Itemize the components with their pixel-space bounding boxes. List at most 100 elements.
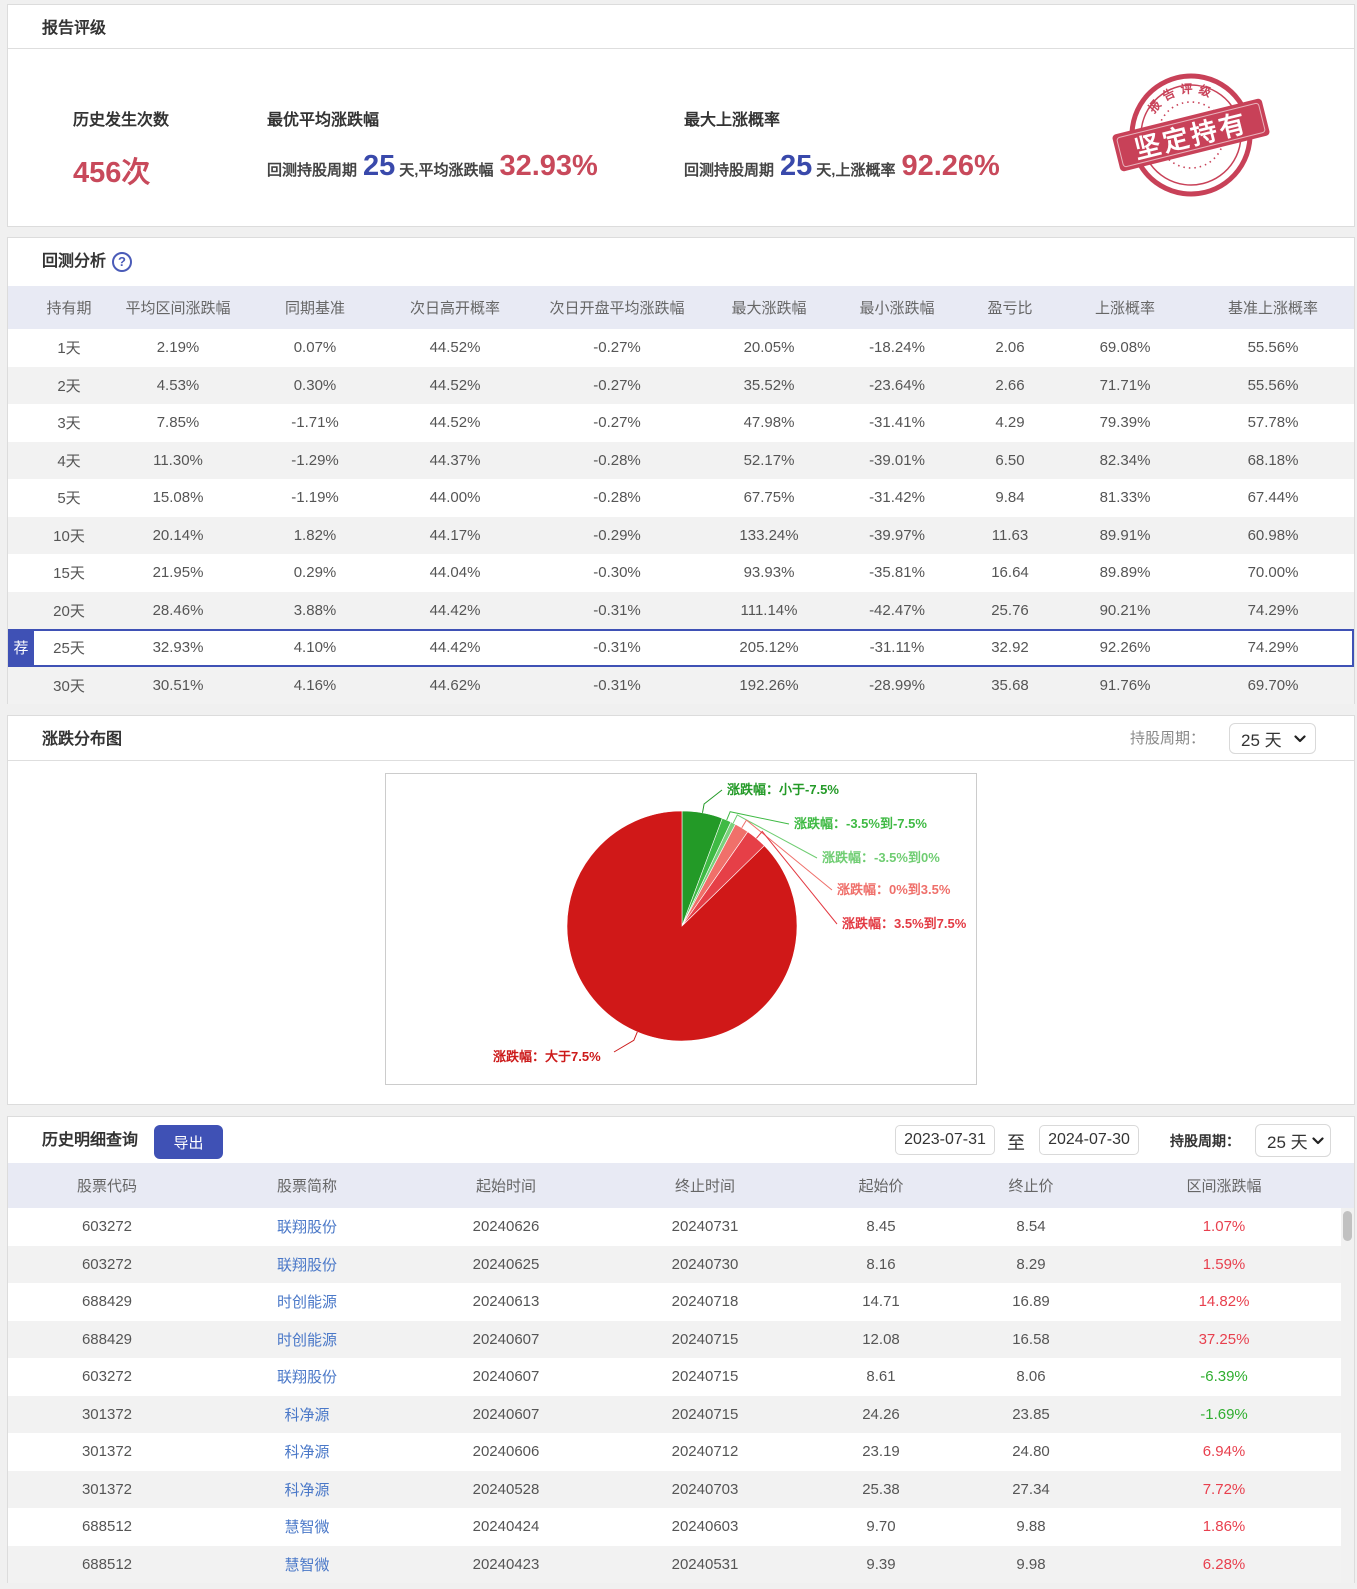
cell-start-date: 20240424 <box>472 1518 540 1536</box>
period-label: 持股周期： <box>1130 730 1206 747</box>
table-row[interactable]: 荐 3天 7.85% -1.71% 44.52% -0.27% 47.98% -… <box>8 404 1354 442</box>
table-row[interactable]: 荐 15天 21.95% 0.29% 44.04% -0.30% 93.93% … <box>8 554 1354 592</box>
cell-benchmark: -1.29% <box>291 451 339 469</box>
cell-start-price: 25.38 <box>862 1480 900 1498</box>
cell-profit-loss-ratio: 2.66 <box>995 376 1025 394</box>
cell-start-date: 20240607 <box>472 1368 540 1386</box>
cell-benchmark: -1.71% <box>291 414 339 432</box>
cell-benchmark-up-prob: 57.78% <box>1247 414 1299 432</box>
cell-stock-code: 688429 <box>81 1293 133 1311</box>
cell-next-open-avg-change: -0.31% <box>593 676 641 694</box>
table-row: 301372 科净源 20240528 20240703 25.38 27.34… <box>8 1470 1342 1508</box>
cell-next-open-up-prob: 44.42% <box>429 601 481 619</box>
cell-end-date: 20240731 <box>671 1218 739 1236</box>
cell-change: 1.07% <box>1202 1218 1246 1236</box>
cell-start-price: 9.39 <box>866 1555 896 1573</box>
table-row: 301372 科净源 20240606 20240712 23.19 24.80… <box>8 1433 1342 1471</box>
question-circle-icon[interactable]: ? <box>112 252 132 272</box>
cell-next-open-avg-change: -0.28% <box>593 489 641 507</box>
best-avg-change-line: 回测持股周期 25 天,平均涨跌幅 32.93% <box>267 150 598 190</box>
cell-up-prob: 92.26% <box>1099 639 1151 657</box>
column-header: 股票简称 <box>276 1178 337 1195</box>
table-row[interactable]: 荐 2天 4.53% 0.30% 44.52% -0.27% 35.52% -2… <box>8 366 1354 404</box>
table-row[interactable]: 荐 20天 28.46% 3.88% 44.42% -0.31% 111.14%… <box>8 591 1354 629</box>
cell-benchmark: 3.88% <box>293 601 337 619</box>
stock-name-link[interactable]: 联翔股份 <box>276 1219 337 1237</box>
cell-avg-change: 2.19% <box>156 339 200 357</box>
cell-benchmark-up-prob: 60.98% <box>1247 526 1299 544</box>
stock-name-link[interactable]: 联翔股份 <box>276 1369 337 1387</box>
stock-name-link[interactable]: 时创能源 <box>276 1331 337 1349</box>
cell-next-open-up-prob: 44.37% <box>429 451 481 469</box>
backtest-table-header: 持有期 平均区间涨跌幅 同期基准 次日高开概率 次日开盘平均涨跌幅 最大涨跌幅 最小涨跌幅 盈… <box>8 286 1354 329</box>
stock-name-link[interactable]: 慧智微 <box>284 1519 330 1537</box>
table-row: 688512 慧智微 20240423 20240531 9.39 9.98 6… <box>8 1545 1342 1583</box>
pie-leader-line <box>756 830 838 925</box>
cell-period: 25天 <box>53 640 85 658</box>
table-row[interactable]: 荐 5天 15.08% -1.19% 44.00% -0.28% 67.75% … <box>8 479 1354 517</box>
backtest-table-body: 荐 1天 2.19% 0.07% 44.52% -0.27% 20.05% -1… <box>8 329 1354 704</box>
cell-start-date: 20240607 <box>472 1330 540 1348</box>
period-select[interactable]: 25 天 <box>1229 723 1316 754</box>
stock-name-link[interactable]: 慧智微 <box>284 1556 330 1574</box>
scrollbar-thumb[interactable] <box>1343 1211 1352 1241</box>
history-period-label: 持股周期： <box>1170 1133 1240 1149</box>
table-row[interactable]: 荐 10天 20.14% 1.82% 44.17% -0.29% 133.24%… <box>8 516 1354 554</box>
history-table-header: 股票代码 股票简称 起始时间 终止时间 起始价 终止价 区间涨跌幅 <box>8 1163 1354 1208</box>
column-header: 起始价 <box>858 1178 904 1195</box>
stock-name-link[interactable]: 联翔股份 <box>276 1256 337 1274</box>
table-row[interactable]: 荐 25天 32.93% 4.10% 44.42% -0.31% 205.12%… <box>8 629 1354 667</box>
column-header: 次日高开概率 <box>409 300 500 317</box>
cell-stock-code: 603272 <box>81 1368 133 1386</box>
cell-stock-code: 603272 <box>81 1255 133 1273</box>
cell-avg-change: 30.51% <box>152 676 204 694</box>
cell-next-open-avg-change: -0.31% <box>593 601 641 619</box>
stock-name-link[interactable]: 科净源 <box>284 1444 330 1462</box>
cell-max-change: 111.14% <box>740 601 798 619</box>
chevron-down-icon <box>1294 734 1306 742</box>
stock-name-link[interactable]: 时创能源 <box>276 1294 337 1312</box>
cell-next-open-avg-change: -0.29% <box>593 526 641 544</box>
cell-period: 5天 <box>57 490 81 508</box>
cell-min-change: -23.64% <box>869 376 925 394</box>
cell-benchmark-up-prob: 67.44% <box>1247 489 1299 507</box>
column-header: 平均区间涨跌幅 <box>125 300 231 317</box>
cell-period: 1天 <box>57 340 81 358</box>
cell-min-change: -35.81% <box>869 564 925 582</box>
history-period-select[interactable]: 25 天 <box>1255 1124 1331 1157</box>
export-button[interactable]: 导出 <box>154 1125 223 1159</box>
pie-slice[interactable] <box>566 810 798 1042</box>
cell-start-date: 20240613 <box>472 1293 540 1311</box>
cell-end-price: 16.58 <box>1012 1330 1050 1348</box>
cell-end-price: 24.80 <box>1012 1443 1050 1461</box>
table-row[interactable]: 荐 4天 11.30% -1.29% 44.37% -0.28% 52.17% … <box>8 441 1354 479</box>
cell-avg-change: 21.95% <box>152 564 204 582</box>
pie-label: 涨跌幅：0%到3.5% <box>837 882 951 897</box>
history-scrollbar[interactable] <box>1341 1208 1354 1583</box>
cell-next-open-avg-change: -0.27% <box>593 339 641 357</box>
cell-end-date: 20240715 <box>671 1405 739 1423</box>
column-header: 股票代码 <box>76 1178 137 1195</box>
best-avg-value: 32.93% <box>499 150 598 182</box>
cell-max-change: 192.26% <box>739 676 799 694</box>
stock-name-link[interactable]: 科净源 <box>284 1406 330 1424</box>
stock-name-link[interactable]: 科净源 <box>284 1481 330 1499</box>
column-header: 上涨概率 <box>1094 300 1155 317</box>
cell-stock-code: 301372 <box>81 1443 133 1461</box>
max-up-value: 92.26% <box>901 150 1000 182</box>
cell-max-change: 205.12% <box>739 639 799 657</box>
table-row[interactable]: 荐 1天 2.19% 0.07% 44.52% -0.27% 20.05% -1… <box>8 329 1354 367</box>
cell-benchmark-up-prob: 55.56% <box>1247 376 1299 394</box>
cell-avg-change: 4.53% <box>156 376 200 394</box>
cell-max-change: 93.93% <box>743 564 795 582</box>
backtest-panel: 回测分析 ? 持有期 平均区间涨跌幅 同期基准 次日高开概率 次日开盘平均涨跌幅 最大涨跌… <box>7 237 1355 704</box>
cell-stock-code: 688512 <box>81 1555 133 1573</box>
cell-avg-change: 11.30% <box>153 451 203 469</box>
cell-end-date: 20240718 <box>671 1293 739 1311</box>
date-to-input[interactable] <box>1039 1125 1139 1155</box>
cell-start-price: 24.26 <box>862 1405 900 1423</box>
cell-stock-code: 301372 <box>81 1480 133 1498</box>
table-row[interactable]: 荐 30天 30.51% 4.16% 44.62% -0.31% 192.26%… <box>8 666 1354 704</box>
date-from-input[interactable] <box>895 1125 995 1155</box>
history-panel: 历史明细查询 导出 至 持股周期： 25 天 股票代码 股票简称 起始时间 终止时间 起… <box>7 1116 1355 1583</box>
